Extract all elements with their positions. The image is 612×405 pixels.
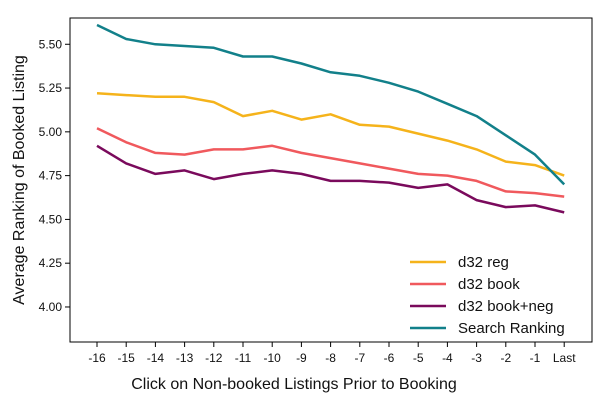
- x-tick-label: -11: [235, 351, 252, 365]
- x-tick-label: -5: [413, 351, 424, 365]
- x-tick-label: -9: [296, 351, 307, 365]
- x-tick-label: -10: [264, 351, 282, 365]
- x-tick-label: -8: [325, 351, 336, 365]
- series-line-1: [96, 127, 565, 198]
- x-tick-label: -1: [530, 351, 541, 365]
- x-axis-label: Click on Non-booked Listings Prior to Bo…: [131, 376, 457, 393]
- series-lines: [96, 23, 566, 214]
- x-tick-label: -6: [384, 351, 395, 365]
- y-tick-label: 5.50: [39, 37, 63, 51]
- x-tick-label: Last: [553, 351, 576, 365]
- x-tick-label: -3: [471, 351, 482, 365]
- series-line-3: [96, 23, 566, 186]
- y-tick-label: 4.00: [39, 300, 63, 314]
- legend-label: Search Ranking: [458, 320, 565, 337]
- x-tick-label: -12: [205, 351, 223, 365]
- legend-label: d32 book: [458, 276, 520, 293]
- x-tick-label: -13: [176, 351, 194, 365]
- y-tick-label: 5.25: [39, 81, 63, 95]
- x-tick-label: -14: [147, 351, 165, 365]
- y-tick-label: 4.50: [39, 212, 63, 226]
- x-tick-label: -16: [88, 351, 106, 365]
- y-tick-label: 4.75: [39, 169, 63, 183]
- y-tick-label: 4.25: [39, 256, 63, 270]
- x-tick-label: -2: [500, 351, 511, 365]
- y-axis-label: Average Ranking of Booked Listing: [11, 55, 28, 305]
- x-tick-label: -7: [354, 351, 365, 365]
- x-tick-label: -4: [442, 351, 453, 365]
- legend-label: d32 book+neg: [458, 298, 554, 315]
- legend: d32 reg d32 book d32 book+neg Search Rankin…: [410, 254, 565, 337]
- x-tick-label: -15: [118, 351, 136, 365]
- series-line-2: [96, 144, 565, 214]
- series-line-0: [96, 92, 565, 177]
- legend-label: d32 reg: [458, 254, 509, 271]
- x-axis: -16 -15 -14 -13 -12 -11 -10 -9 -8 -7 -6 -5 -4 -3 -2 -1 L…: [88, 342, 576, 365]
- y-tick-label: 5.00: [39, 125, 63, 139]
- y-axis: 4.00 4.25 4.50 4.75 5.00 5.25 5.50: [39, 37, 70, 314]
